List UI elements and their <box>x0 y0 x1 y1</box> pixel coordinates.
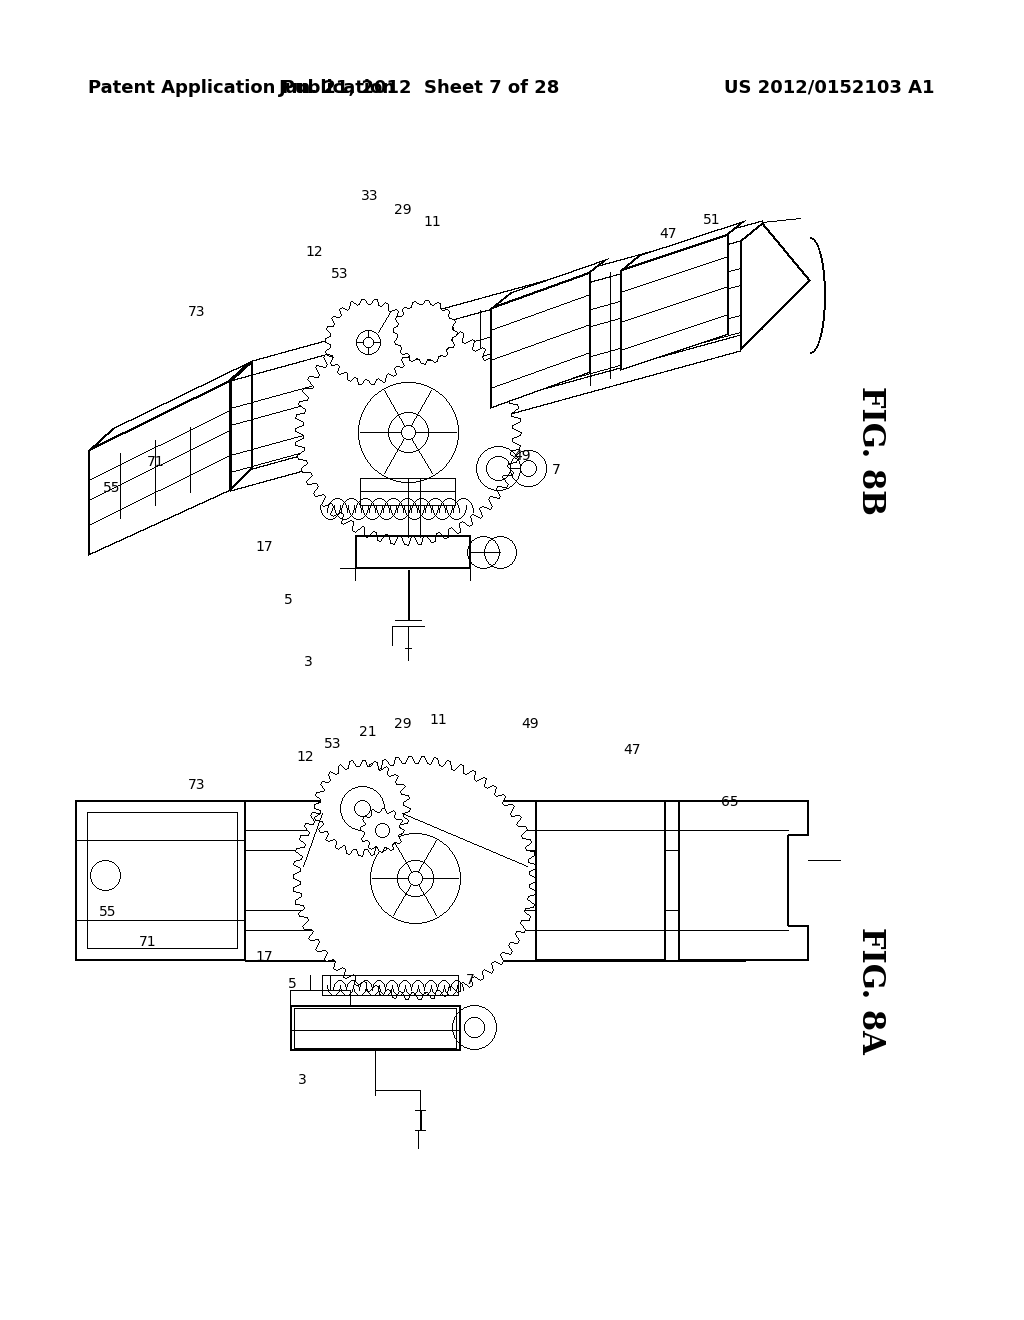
Text: 17: 17 <box>255 540 272 554</box>
Text: 71: 71 <box>147 455 165 469</box>
Text: 11: 11 <box>429 713 446 727</box>
Text: Jun. 21, 2012  Sheet 7 of 28: Jun. 21, 2012 Sheet 7 of 28 <box>280 79 561 96</box>
Text: 3: 3 <box>304 655 312 669</box>
Text: 12: 12 <box>296 750 313 764</box>
Text: 73: 73 <box>188 305 206 319</box>
Text: 55: 55 <box>99 906 117 919</box>
Text: 47: 47 <box>659 227 677 242</box>
Text: FIG. 8B: FIG. 8B <box>854 385 886 515</box>
Text: 49: 49 <box>521 717 539 731</box>
Text: 5: 5 <box>288 977 296 991</box>
Text: 65: 65 <box>721 795 738 809</box>
Text: 47: 47 <box>624 743 641 756</box>
Text: 71: 71 <box>139 935 157 949</box>
Text: FIG. 8A: FIG. 8A <box>854 927 886 1053</box>
Text: 5: 5 <box>284 593 293 607</box>
Text: Patent Application Publication: Patent Application Publication <box>88 79 395 96</box>
Text: 53: 53 <box>325 737 342 751</box>
Text: 29: 29 <box>394 203 412 216</box>
Text: 55: 55 <box>103 480 121 495</box>
Text: 73: 73 <box>188 777 206 792</box>
Text: 7: 7 <box>466 973 474 987</box>
Text: 33: 33 <box>361 189 379 203</box>
Text: 7: 7 <box>552 463 560 477</box>
Text: 49: 49 <box>513 449 530 463</box>
Text: 17: 17 <box>255 950 272 964</box>
Text: 51: 51 <box>703 213 721 227</box>
Text: 53: 53 <box>331 267 349 281</box>
Text: US 2012/0152103 A1: US 2012/0152103 A1 <box>725 79 935 96</box>
Text: 21: 21 <box>359 725 377 739</box>
Text: 29: 29 <box>394 717 412 731</box>
Text: 11: 11 <box>423 215 441 228</box>
Text: 12: 12 <box>305 246 323 259</box>
Text: 3: 3 <box>298 1073 306 1086</box>
